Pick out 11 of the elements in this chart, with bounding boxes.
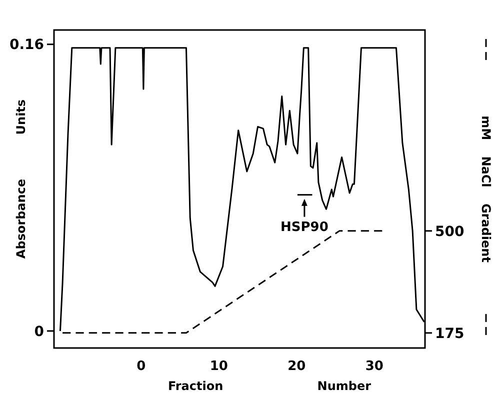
y2-tick-label: 175 [435, 326, 464, 342]
x-tick-label: 0 [136, 359, 146, 374]
y-axis-title: Absorbance Units [14, 99, 28, 259]
y2-tick-label: 500 [435, 224, 464, 240]
x-tick-label: 20 [288, 359, 306, 374]
x-tick-label: 30 [365, 359, 384, 374]
x-tick-label: 10 [210, 359, 228, 374]
annotation: HSP90 [280, 220, 328, 235]
x-axis-title: Fraction Number [168, 379, 372, 393]
y2-axis-title: mM NaCl Gradient [479, 116, 493, 263]
y-tick-label: 0.16 [9, 37, 44, 54]
